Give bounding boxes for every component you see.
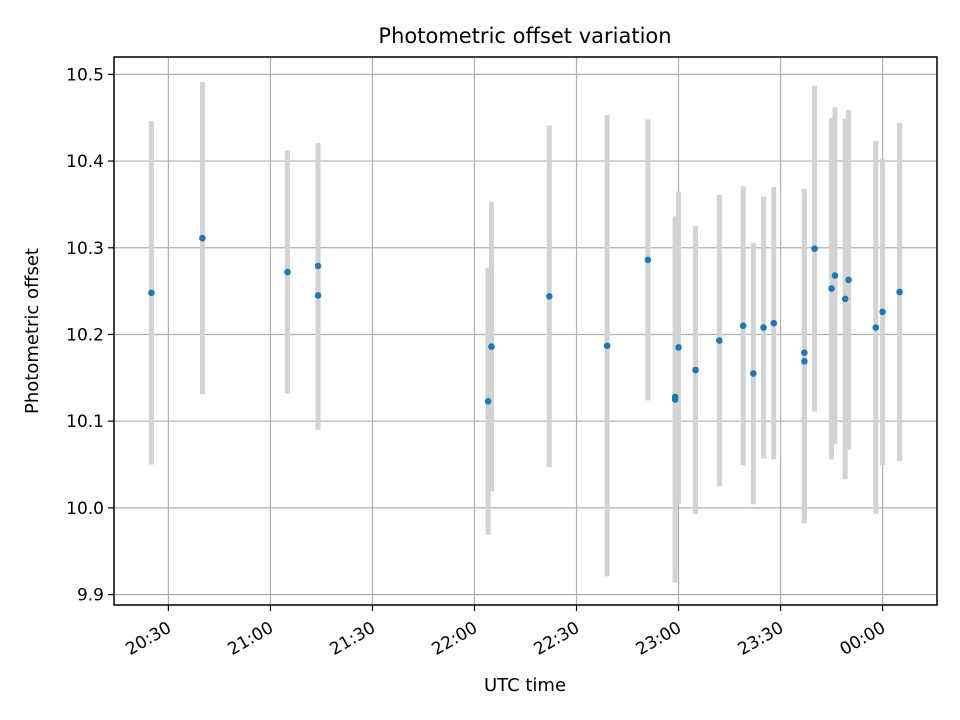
- point-layer: [148, 234, 903, 405]
- y-axis-label: Photometric offset: [22, 248, 43, 414]
- data-point: [199, 234, 206, 242]
- data-point: [284, 268, 291, 276]
- y-tick-label: 10.4: [66, 152, 104, 172]
- data-point: [644, 256, 652, 264]
- data-point: [488, 343, 495, 350]
- data-point: [879, 308, 886, 316]
- data-point: [801, 358, 808, 365]
- data-point: [671, 393, 679, 401]
- data-point: [484, 397, 492, 405]
- data-point: [828, 285, 835, 292]
- y-tick-label: 10.3: [66, 239, 104, 259]
- data-point: [896, 288, 903, 296]
- grid-layer: [114, 57, 937, 605]
- data-point: [716, 337, 723, 344]
- data-point: [692, 366, 699, 374]
- data-point: [872, 324, 880, 331]
- data-point: [770, 319, 778, 327]
- data-point: [750, 370, 757, 377]
- y-tick-label: 10.5: [66, 65, 104, 85]
- data-point: [675, 344, 682, 351]
- data-point: [546, 293, 553, 300]
- data-point: [739, 322, 747, 330]
- y-tick-label: 9.9: [77, 586, 104, 606]
- data-point: [760, 324, 767, 331]
- plot-frame: [113, 56, 938, 606]
- data-point: [314, 292, 322, 299]
- data-point: [845, 276, 852, 284]
- data-point: [841, 295, 849, 303]
- chart-title: Photometric offset variation: [378, 24, 671, 48]
- data-point: [811, 245, 818, 252]
- data-point: [314, 262, 322, 270]
- data-point: [801, 349, 808, 356]
- x-axis-label: UTC time: [484, 675, 566, 696]
- data-point: [831, 272, 839, 279]
- y-tick-label: 10.0: [66, 499, 104, 519]
- y-tick-label: 10.2: [66, 325, 104, 345]
- data-point: [148, 289, 155, 297]
- data-point: [603, 342, 611, 350]
- y-tick-label: 10.1: [66, 412, 104, 432]
